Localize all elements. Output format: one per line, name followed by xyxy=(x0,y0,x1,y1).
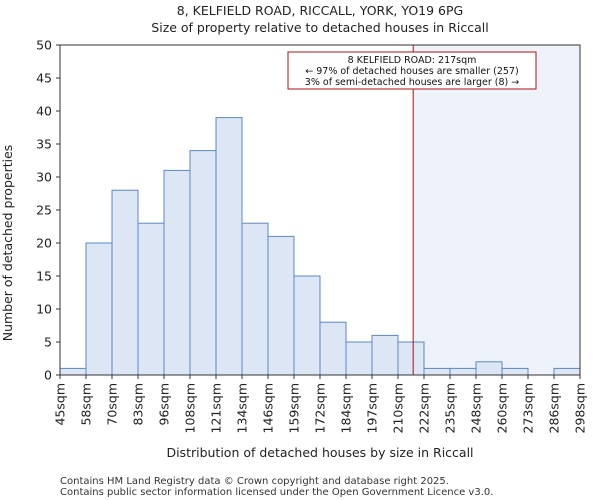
x-tick-label: 260sqm xyxy=(495,383,510,433)
histogram-bar xyxy=(267,235,295,376)
annotation-box: 8 KELFIELD ROAD: 217sqm ← 97% of detache… xyxy=(287,51,537,90)
y-tick-label: 45 xyxy=(36,71,52,86)
footer-line-2: Contains public sector information licen… xyxy=(60,487,493,498)
x-tick-label: 210sqm xyxy=(391,383,406,433)
histogram-bar xyxy=(397,341,425,376)
annotation-line-1: 8 KELFIELD ROAD: 217sqm xyxy=(348,55,477,66)
x-tick-label: 248sqm xyxy=(469,383,484,433)
chart-subtitle: Size of property relative to detached ho… xyxy=(151,20,488,35)
x-tick-label: 235sqm xyxy=(443,383,458,433)
histogram-bar xyxy=(293,275,321,376)
x-tick-label: 58sqm xyxy=(79,383,94,426)
x-tick-label: 70sqm xyxy=(105,383,120,426)
histogram-bar xyxy=(189,150,217,376)
x-tick-label: 83sqm xyxy=(131,383,146,426)
x-tick-label: 184sqm xyxy=(339,383,354,433)
x-tick-label: 146sqm xyxy=(261,383,276,433)
histogram-bar xyxy=(163,169,191,376)
histogram-bar xyxy=(345,341,373,376)
x-tick-label: 273sqm xyxy=(521,383,536,433)
x-tick-label: 222sqm xyxy=(417,383,432,433)
histogram-bar xyxy=(475,361,503,376)
highlight-region xyxy=(413,45,580,375)
y-tick-label: 50 xyxy=(36,38,52,53)
histogram-bar xyxy=(215,117,243,376)
histogram-bar xyxy=(371,334,399,376)
histogram-bar xyxy=(241,222,269,376)
x-tick-label: 108sqm xyxy=(183,383,198,433)
x-tick-label: 298sqm xyxy=(573,383,588,433)
y-tick-label: 10 xyxy=(36,302,52,317)
histogram-bar xyxy=(85,242,113,376)
histogram-bar xyxy=(449,367,477,376)
y-tick-label: 20 xyxy=(36,236,52,251)
x-tick-label: 159sqm xyxy=(287,383,302,433)
y-tick-label: 40 xyxy=(36,104,52,119)
x-tick-label: 172sqm xyxy=(313,383,328,433)
y-tick-label: 25 xyxy=(36,203,52,218)
x-tick-label: 197sqm xyxy=(365,383,380,433)
x-tick-label: 45sqm xyxy=(53,383,68,426)
x-tick-label: 286sqm xyxy=(547,383,562,433)
y-axis: 0 5 10 15 20 25 30 35 40 45 50 xyxy=(36,38,60,383)
y-tick-label: 35 xyxy=(36,137,52,152)
histogram-bar xyxy=(59,367,87,376)
x-tick-label: 121sqm xyxy=(209,383,224,433)
x-tick-label: 134sqm xyxy=(235,383,250,433)
footer-line-1: Contains HM Land Registry data © Crown c… xyxy=(60,476,449,487)
annotation-line-2: ← 97% of detached houses are smaller (25… xyxy=(305,66,518,77)
histogram-bar xyxy=(423,367,451,376)
y-axis-label: Number of detached properties xyxy=(0,145,15,342)
annotation-line-3: 3% of semi-detached houses are larger (8… xyxy=(305,77,519,88)
x-axis-label: Distribution of detached houses by size … xyxy=(166,445,473,460)
y-tick-label: 5 xyxy=(44,335,52,350)
y-tick-label: 30 xyxy=(36,170,52,185)
bars-group xyxy=(59,117,581,376)
x-axis: 45sqm 58sqm 70sqm 83sqm 96sqm 108sqm 121sqm 134… xyxy=(53,375,588,433)
x-tick-label: 96sqm xyxy=(157,383,172,426)
histogram-bar xyxy=(137,222,165,376)
y-tick-label: 0 xyxy=(44,368,52,383)
chart-title: 8, KELFIELD ROAD, RICCALL, YORK, YO19 6P… xyxy=(177,3,463,18)
plot-frame xyxy=(59,44,581,376)
histogram-bar xyxy=(501,367,529,376)
histogram-bar xyxy=(553,367,581,376)
histogram-bar xyxy=(111,189,139,376)
annotation-box-frame xyxy=(287,51,537,90)
histogram-bar xyxy=(319,321,347,376)
y-tick-label: 15 xyxy=(36,269,52,284)
